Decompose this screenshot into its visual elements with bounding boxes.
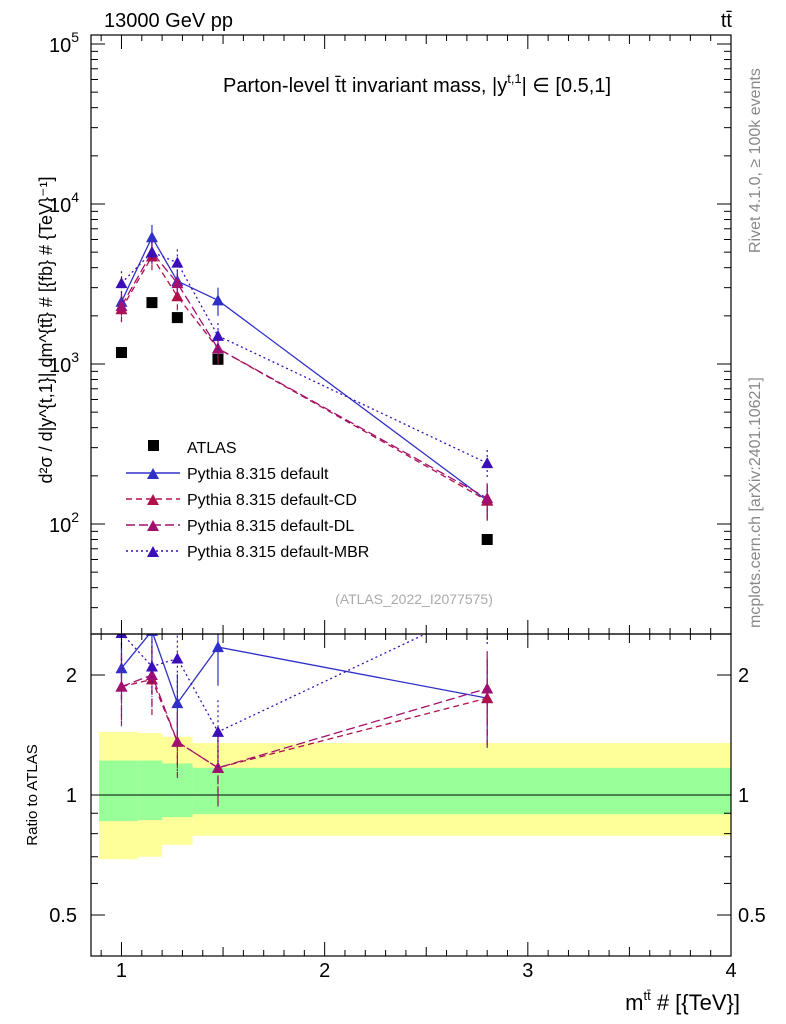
ratio-y-tick-label: 1 xyxy=(66,785,77,807)
series-mbr-ratio-line xyxy=(121,634,427,733)
series-mbr-point xyxy=(115,277,128,289)
main-y-tick-label: 103 xyxy=(49,349,79,377)
legend: ATLAS Pythia 8.315 default Pythia 8.315 … xyxy=(126,440,369,561)
plot-title-sup: t,1 xyxy=(507,71,521,86)
series-cd-ratio-line xyxy=(121,678,488,769)
x-axis-label-main: m xyxy=(625,990,643,1015)
x-tick-label: 2 xyxy=(319,960,330,982)
series-mbr-ratio-point xyxy=(171,652,184,664)
legend-cd-label: Pythia 8.315 default-CD xyxy=(187,492,357,509)
x-tick-label: 1 xyxy=(116,960,127,982)
x-axis-label-tail: # [{TeV}] xyxy=(651,990,740,1015)
axis-ticks xyxy=(91,35,732,956)
x-tick-label: 3 xyxy=(522,960,533,982)
ratio-band-inner-bin xyxy=(192,767,732,815)
ratio-y-tick-label: 2 xyxy=(66,665,77,687)
mcplots-label: mcplots.cern.ch [arXiv:2401.10621] xyxy=(747,377,764,628)
series-mbr-point xyxy=(145,246,158,258)
x-axis-label-sup: tt̄ xyxy=(643,988,651,1003)
ratio-band-inner-bin xyxy=(137,760,163,821)
main-panel-series xyxy=(115,224,494,546)
series-dl-ratio-point xyxy=(115,680,128,692)
ratio-y-tick-label-right: 0.5 xyxy=(738,905,766,927)
main-y-tick-label: 105 xyxy=(49,29,79,57)
series-default-point xyxy=(211,294,224,306)
ratio-band-inner-bin xyxy=(162,763,193,818)
legend-cd-marker xyxy=(147,494,159,505)
series-default-ratio-point xyxy=(171,697,184,709)
atlas-data-point xyxy=(146,297,158,309)
legend-default-label: Pythia 8.315 default xyxy=(187,466,329,483)
ratio-y-tick-label-right: 2 xyxy=(738,665,749,687)
series-default-ratio-point xyxy=(211,641,224,653)
atlas-data-point xyxy=(481,534,493,546)
series-dl-ratio-point xyxy=(145,669,158,680)
series-default-point xyxy=(145,231,158,243)
plot-title: Parton-level t̄t invariant mass, |yt,1| … xyxy=(223,71,611,97)
legend-atlas-marker xyxy=(148,440,159,451)
atlas-data-point xyxy=(171,312,183,324)
ratio-band-inner-bin xyxy=(99,760,138,822)
rivet-label: Rivet 4.1.0, ≥ 100k events xyxy=(747,68,764,253)
ratio-panel-series xyxy=(115,634,494,807)
legend-atlas-label: ATLAS xyxy=(187,440,237,457)
ratio-uncertainty-band xyxy=(99,731,732,860)
x-axis-label: mtt̄ # [{TeV}] xyxy=(625,988,740,1015)
legend-dl-label: Pythia 8.315 default-DL xyxy=(187,518,354,535)
series-dl-point xyxy=(115,300,128,312)
series-dl-line xyxy=(120,251,488,499)
series-mbr-point xyxy=(481,457,494,469)
legend-dl-marker xyxy=(147,520,159,531)
legend-default-marker xyxy=(147,468,159,479)
analysis-id: (ATLAS_2022_I2077575) xyxy=(335,591,493,607)
series-mbr-point xyxy=(171,256,184,268)
series-cd-line xyxy=(120,255,488,502)
series-dl-point xyxy=(171,277,184,289)
x-tick-label: 4 xyxy=(725,960,736,982)
series-cd-point xyxy=(171,290,184,302)
series-mbr-ratio-point xyxy=(211,725,224,737)
ratio-y-tick-label: 0.5 xyxy=(49,905,77,927)
series-default-line xyxy=(120,235,488,502)
main-y-tick-label: 102 xyxy=(49,509,79,537)
series-dl-ratio-point xyxy=(481,682,494,694)
process-label: tt̄ xyxy=(721,10,733,32)
series-mbr-point xyxy=(211,329,224,341)
series-dl-point xyxy=(211,342,224,354)
ratio-y-axis-label: Ratio to ATLAS xyxy=(24,744,41,845)
series-mbr-ratio-point xyxy=(145,660,158,672)
ratio-y-tick-label-right: 1 xyxy=(738,785,749,807)
plot-title-tail: | ∈ [0.5,1] xyxy=(522,75,611,97)
series-dl-point xyxy=(481,492,494,504)
atlas-data-point xyxy=(115,346,127,358)
main-y-axis-label: d²σ / d|y^{t,1}| dm^{tt̄} # [{fb} # {TeV… xyxy=(36,176,56,483)
main-y-tick-label: 104 xyxy=(49,189,79,217)
plot-title-main: Parton-level t̄t invariant mass, |y xyxy=(223,75,507,97)
energy-label: 13000 GeV pp xyxy=(104,10,233,32)
series-default-ratio-line xyxy=(120,634,488,705)
series-dl-ratio-point xyxy=(211,761,224,773)
legend-mbr-marker xyxy=(147,546,159,557)
series-dl-ratio-point xyxy=(171,735,184,747)
legend-mbr-label: Pythia 8.315 default-MBR xyxy=(187,544,369,561)
